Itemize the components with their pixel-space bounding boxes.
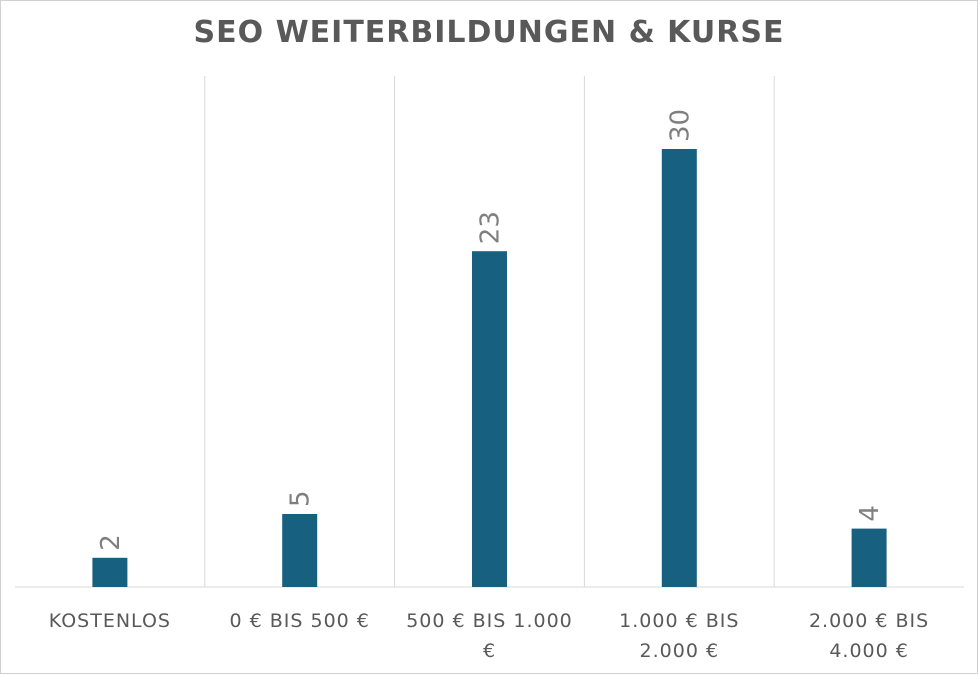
category-label: 500 € BIS 1.000 <box>406 610 573 632</box>
data-label: 23 <box>476 211 506 244</box>
category-label: 1.000 € BIS <box>619 610 739 632</box>
bar <box>851 528 887 587</box>
category-label: 4.000 € <box>829 640 909 662</box>
category-label: € <box>483 640 496 662</box>
category-label: KOSTENLOS <box>49 610 171 632</box>
data-label: 5 <box>286 490 316 507</box>
category-label: 2.000 € <box>640 640 720 662</box>
data-label: 4 <box>855 505 885 522</box>
bar <box>282 514 318 587</box>
category-label: 0 € BIS 500 € <box>230 610 370 632</box>
bar <box>92 557 128 587</box>
category-label: 2.000 € BIS <box>809 610 929 632</box>
bar <box>661 149 697 587</box>
data-label: 2 <box>96 534 126 551</box>
bar <box>472 251 507 587</box>
chart-title: SEO WEITERBILDUNGEN & KURSE <box>193 15 785 50</box>
data-label: 30 <box>665 109 695 142</box>
